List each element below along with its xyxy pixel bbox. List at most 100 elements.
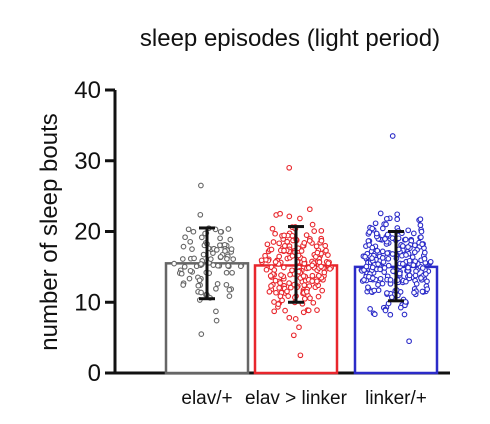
data-point xyxy=(268,246,275,253)
data-point xyxy=(179,256,186,262)
data-point xyxy=(297,352,304,359)
data-point xyxy=(195,282,202,289)
data-point xyxy=(419,265,426,271)
data-point xyxy=(213,308,219,315)
data-point xyxy=(284,288,290,295)
data-point xyxy=(375,281,381,288)
data-point xyxy=(371,287,378,294)
data-point xyxy=(427,258,434,265)
data-point xyxy=(303,288,310,295)
data-point xyxy=(417,216,424,223)
data-point xyxy=(401,311,408,318)
data-point xyxy=(310,299,317,306)
data-point xyxy=(361,277,367,283)
data-point xyxy=(379,280,386,287)
data-point xyxy=(319,287,326,294)
data-point xyxy=(268,283,274,289)
data-point xyxy=(399,261,406,267)
data-point xyxy=(362,253,368,260)
x-category-label: linker/+ xyxy=(365,388,427,409)
data-point xyxy=(406,272,413,279)
data-point xyxy=(198,234,205,241)
data-point xyxy=(384,290,390,296)
data-point xyxy=(262,252,268,259)
data-point xyxy=(178,270,185,277)
data-point xyxy=(396,270,403,277)
data-point xyxy=(313,243,320,250)
data-point xyxy=(228,246,235,252)
data-point xyxy=(322,242,329,249)
data-point xyxy=(301,295,308,302)
data-point xyxy=(385,262,392,269)
data-point xyxy=(301,282,308,288)
data-point xyxy=(213,285,219,292)
data-point xyxy=(321,269,328,276)
data-point xyxy=(297,215,303,222)
data-point xyxy=(224,256,230,262)
data-point xyxy=(284,238,291,245)
tick-labels: 0 10 20 30 40 elav/+ elav > linker linker/+ xyxy=(74,77,427,409)
data-point xyxy=(281,247,287,254)
data-point xyxy=(217,254,224,260)
data-point xyxy=(399,243,406,249)
data-point xyxy=(384,250,391,256)
data-point xyxy=(369,275,376,281)
data-point xyxy=(196,277,203,284)
data-point xyxy=(406,338,412,345)
data-point xyxy=(367,306,373,312)
data-point xyxy=(171,260,177,267)
data-point xyxy=(289,232,296,239)
data-point xyxy=(207,256,214,262)
data-point xyxy=(405,244,411,250)
data-point xyxy=(223,281,230,288)
data-point xyxy=(413,281,420,287)
chart-title: sleep episodes (light period) xyxy=(140,25,440,52)
data-point xyxy=(263,266,270,273)
data-point xyxy=(292,316,299,322)
data-point xyxy=(394,216,401,223)
data-point xyxy=(387,311,394,318)
data-point xyxy=(180,282,187,288)
data-point xyxy=(198,289,204,296)
data-point xyxy=(403,278,409,285)
data-point xyxy=(187,238,194,245)
data-point xyxy=(225,262,231,269)
data-point xyxy=(306,238,313,244)
data-point xyxy=(314,307,320,313)
data-point xyxy=(198,331,205,337)
data-point xyxy=(419,288,426,295)
data-point xyxy=(369,225,376,232)
data-point xyxy=(277,280,283,286)
data-points xyxy=(171,133,434,359)
data-point xyxy=(406,257,413,264)
data-point xyxy=(418,234,424,241)
data-point xyxy=(186,275,193,282)
data-point xyxy=(418,228,425,235)
data-point xyxy=(286,213,293,220)
data-point xyxy=(264,241,271,248)
data-point xyxy=(372,220,379,227)
data-point xyxy=(315,293,322,300)
data-point xyxy=(229,269,235,276)
data-point xyxy=(379,255,386,261)
data-point xyxy=(377,266,383,273)
data-point xyxy=(411,249,418,256)
data-point xyxy=(230,256,237,262)
data-point xyxy=(281,232,287,239)
data-point xyxy=(309,262,316,269)
data-point xyxy=(325,252,331,258)
data-point xyxy=(272,230,278,237)
data-point xyxy=(379,225,386,232)
data-point xyxy=(296,324,302,331)
data-point xyxy=(278,272,284,278)
data-point xyxy=(379,248,386,255)
data-point xyxy=(382,307,389,314)
data-point xyxy=(280,264,287,271)
data-point xyxy=(258,257,265,264)
data-point xyxy=(217,242,223,249)
data-point xyxy=(327,266,333,272)
data-point xyxy=(374,247,381,254)
data-point xyxy=(388,294,395,301)
data-point xyxy=(210,262,217,268)
